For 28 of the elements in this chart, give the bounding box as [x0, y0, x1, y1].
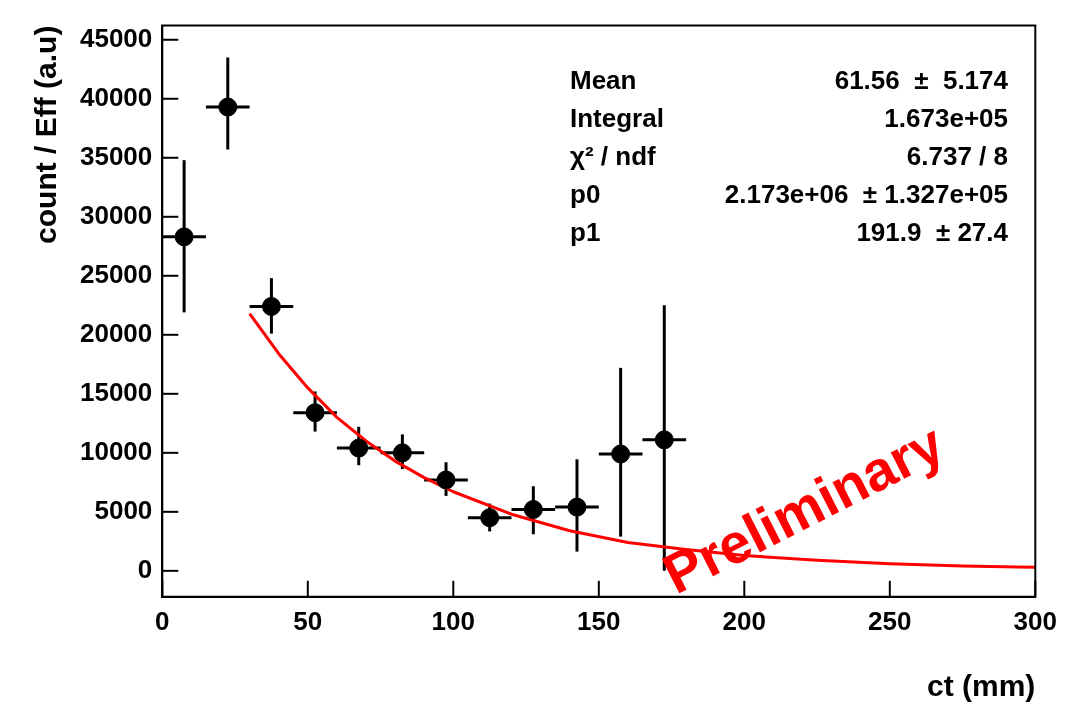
annotation: 6.737 / 8 — [906, 140, 1008, 171]
annotation: p0 — [570, 178, 601, 209]
x-tick-label: 250 — [868, 605, 912, 636]
y-tick-label: 35000 — [79, 140, 153, 171]
annotation: Mean — [570, 64, 637, 95]
x-tick-label: 200 — [722, 605, 766, 636]
y-tick-label: 30000 — [79, 199, 153, 230]
annotation: 2.173e+06 ± 1.327e+05 — [724, 178, 1008, 209]
annotation: 61.56 ± 5.174 — [834, 64, 1009, 95]
annotation: 191.9 ± 27.4 — [856, 216, 1009, 247]
y-axis-title: count / Eff (a.u) — [29, 25, 63, 244]
annotation: 1.673e+05 — [884, 102, 1008, 133]
x-tick-label: 150 — [577, 605, 621, 636]
y-tick-label: 40000 — [79, 81, 153, 112]
y-tick-label: 20000 — [79, 317, 153, 348]
annotation: χ² / ndf — [570, 140, 657, 171]
annotation: Integral — [570, 102, 664, 133]
x-axis-title: ct (mm) — [926, 669, 1036, 703]
y-tick-label: 5000 — [94, 495, 153, 525]
x-tick-label: 300 — [1013, 605, 1058, 636]
y-tick-label: 45000 — [79, 22, 153, 53]
y-tick-label: 0 — [137, 554, 153, 585]
y-tick-label: 15000 — [79, 376, 153, 407]
y-tick-label: 25000 — [79, 258, 153, 289]
y-tick-label: 10000 — [79, 435, 153, 466]
x-tick-label: 50 — [293, 605, 323, 636]
annotation: p1 — [570, 216, 601, 247]
x-tick-label: 100 — [431, 605, 475, 636]
